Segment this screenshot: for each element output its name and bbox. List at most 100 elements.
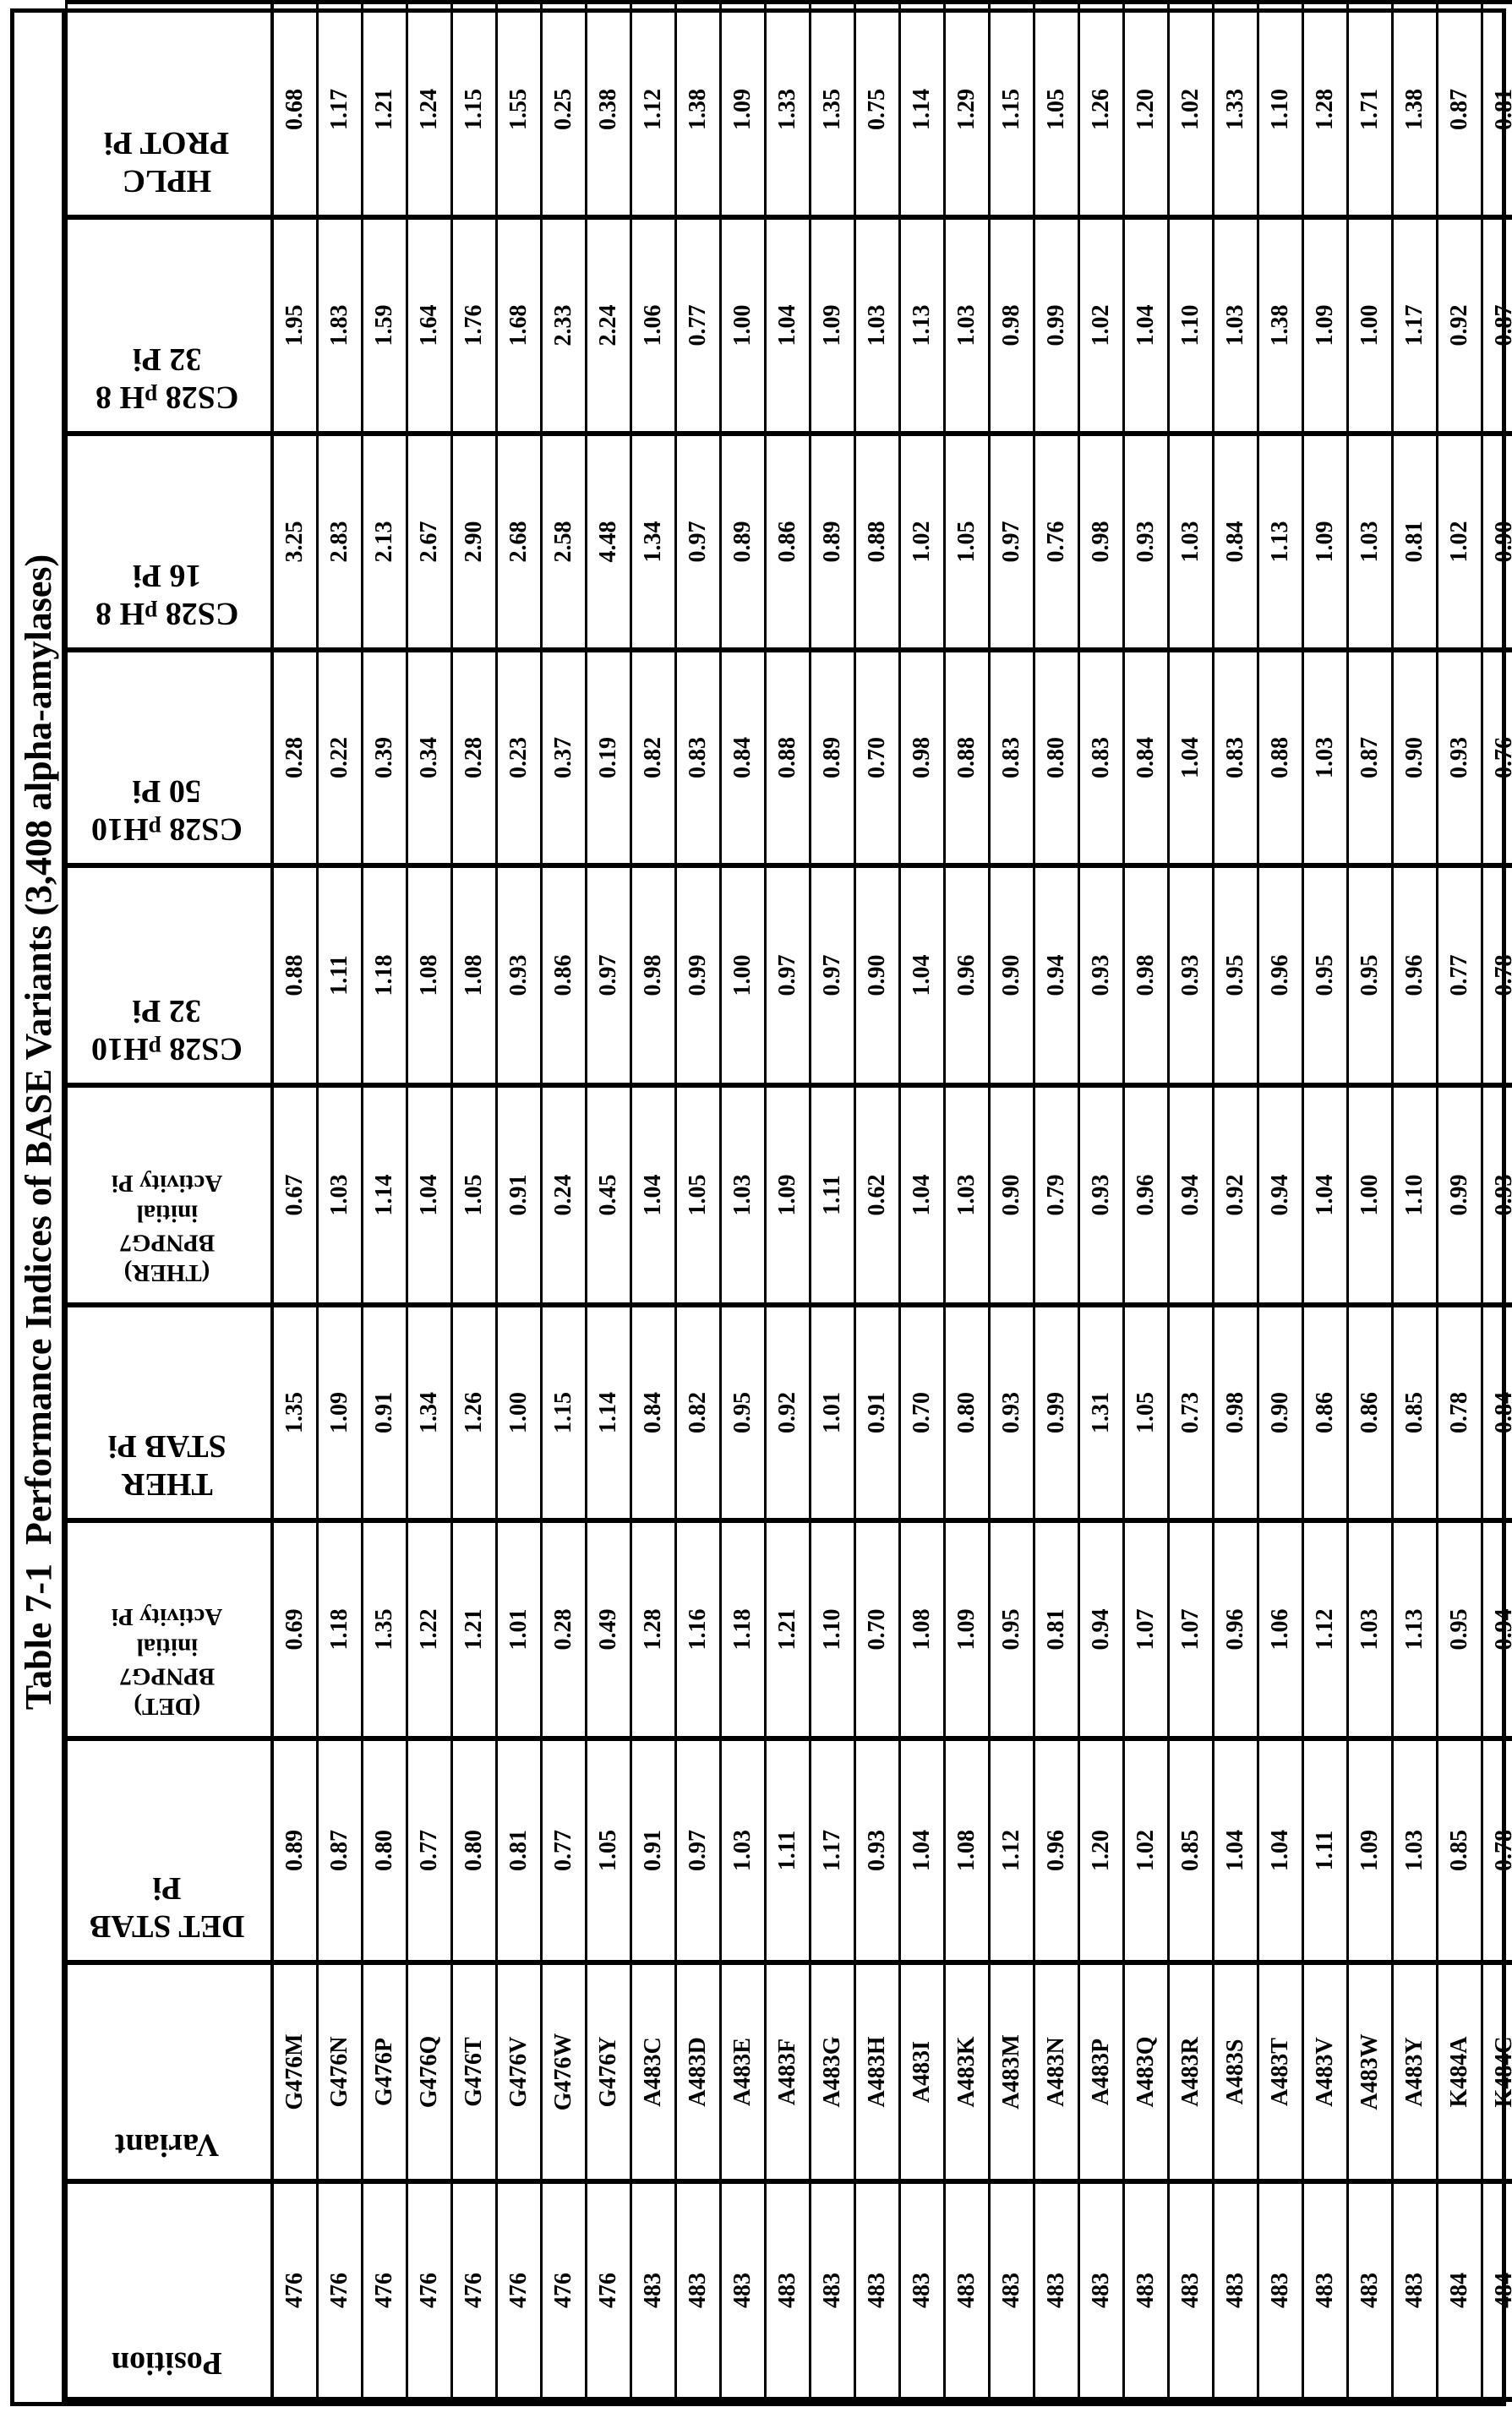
cell-ther-bpnpg7: 0.93	[1482, 1085, 1512, 1305]
cell-det-bpnpg7: 1.09	[944, 1520, 990, 1738]
cell-ther-bpnpg7: 0.79	[1034, 1085, 1079, 1305]
cell-position: 484	[1437, 2181, 1482, 2399]
column-header-label: HPLC PROT Pi	[104, 125, 230, 199]
cell-hplc-prot: 1.26	[1078, 2, 1124, 217]
cell-position: 476	[586, 2181, 631, 2399]
cell-hplc-prot: 1.55	[496, 2, 542, 217]
cell-det-stab: 0.77	[541, 1738, 587, 1962]
cell-variant: A483M	[989, 1962, 1034, 2181]
column-header-det-stab: DET STAB Pi	[66, 1738, 272, 1962]
cell-variant: A483W	[1347, 1962, 1393, 2181]
cell-cs28-ph10-32: 1.00	[720, 865, 766, 1085]
cell-ther-bpnpg7: 1.11	[810, 1085, 855, 1305]
cell-cs28-ph10-50: 0.19	[586, 650, 631, 865]
cell-ther-bpnpg7: 0.45	[586, 1085, 631, 1305]
cell-position: 476	[541, 2181, 587, 2399]
cell-ther-stab: 0.92	[765, 1305, 811, 1520]
cell-cs28-ph8-32: 1.17	[1392, 217, 1438, 434]
cell-cs28-ph8-32: 0.77	[675, 217, 721, 434]
cell-position: 483	[944, 2181, 990, 2399]
cell-cs28-ph8-32: 2.33	[541, 217, 587, 434]
cell-ther-stab: 0.93	[989, 1305, 1034, 1520]
cell-det-stab: 0.80	[362, 1738, 407, 1962]
cell-cs28-ph10-32: 0.95	[1302, 865, 1348, 1085]
table-row: 483 A483K 1.08 1.09 0.80 1.03 0.96 0.88 1.05 1.03…	[944, 2, 990, 2399]
cell-variant: G476Y	[586, 1962, 631, 2181]
column-header-cs28-ph10-50: CS28 pH10 50 Pi	[66, 650, 272, 865]
cell-variant: G476M	[272, 1962, 318, 2181]
cell-ther-stab: 1.09	[317, 1305, 363, 1520]
table-row: 483 A483Q 1.02 1.07 1.05 0.96 0.98 0.84 0.93 1.04…	[1123, 2, 1169, 2399]
cell-variant: A483T	[1258, 1962, 1303, 2181]
column-header-label: THER STAB Pi	[107, 1428, 227, 1502]
cell-cs28-ph10-32: 1.18	[362, 865, 407, 1085]
cell-ther-bpnpg7: 0.93	[1078, 1085, 1124, 1305]
cell-position: 483	[899, 2181, 945, 2399]
cell-det-stab: 1.11	[765, 1738, 811, 1962]
cell-ther-stab: 1.14	[586, 1305, 631, 1520]
cell-cs28-ph10-32: 0.95	[1213, 865, 1258, 1085]
cell-cs28-ph8-16: 0.90	[1482, 434, 1512, 650]
cell-position: 483	[1034, 2181, 1079, 2399]
cell-variant: A483D	[675, 1962, 721, 2181]
cell-cs28-ph8-32: 1.68	[496, 217, 542, 434]
column-header-hplc-prot: HPLC PROT Pi	[66, 2, 272, 217]
cell-cs28-ph10-50: 0.88	[765, 650, 811, 865]
cell-position: 483	[1347, 2181, 1393, 2399]
column-header-label: (DET) BPNPG7 initial Activity Pi	[111, 1602, 223, 1720]
cell-hplc-prot: 1.33	[765, 2, 811, 217]
cell-cs28-ph10-50: 0.88	[944, 650, 990, 865]
cell-det-bpnpg7: 1.07	[1168, 1520, 1214, 1738]
cell-det-stab: 0.89	[272, 1738, 318, 1962]
cell-hplc-prot: 0.25	[541, 2, 587, 217]
cell-cs28-ph8-16: 0.89	[720, 434, 766, 650]
cell-cs28-ph10-32: 0.78	[1482, 865, 1512, 1085]
cell-det-stab: 1.09	[1347, 1738, 1393, 1962]
cell-cs28-ph10-32: 0.98	[1123, 865, 1169, 1085]
cell-ther-stab: 1.34	[407, 1305, 452, 1520]
cell-det-bpnpg7: 1.28	[630, 1520, 676, 1738]
cell-ther-stab: 0.70	[899, 1305, 945, 1520]
cell-cs28-ph8-32: 0.98	[989, 217, 1034, 434]
cell-det-stab: 1.02	[1123, 1738, 1169, 1962]
cell-variant: A483C	[630, 1962, 676, 2181]
cell-cs28-ph10-50: 0.89	[810, 650, 855, 865]
cell-ther-stab: 1.05	[1123, 1305, 1169, 1520]
cell-cs28-ph8-32: 1.03	[944, 217, 990, 434]
cell-variant: A483R	[1168, 1962, 1214, 2181]
cell-cs28-ph8-32: 1.04	[765, 217, 811, 434]
cell-det-stab: 1.12	[989, 1738, 1034, 1962]
cell-ther-bpnpg7: 0.94	[1258, 1085, 1303, 1305]
cell-cs28-ph8-16: 2.68	[496, 434, 542, 650]
cell-cs28-ph8-32: 1.02	[1078, 217, 1124, 434]
column-header-det-bpnpg7: (DET) BPNPG7 initial Activity Pi	[66, 1520, 272, 1738]
cell-cs28-ph8-16: 0.97	[989, 434, 1034, 650]
cell-cs28-ph10-50: 0.84	[720, 650, 766, 865]
cell-ther-bpnpg7: 1.04	[899, 1085, 945, 1305]
cell-variant: G476N	[317, 1962, 363, 2181]
column-header-label: (THER) BPNPG7 initial Activity Pi	[111, 1169, 223, 1286]
table-row: 483 A483D 0.97 1.16 0.82 1.05 0.99 0.83 0.97 0.77…	[675, 2, 721, 2399]
cell-cs28-ph10-50: 0.88	[1258, 650, 1303, 865]
cell-ther-stab: 0.84	[1482, 1305, 1512, 1520]
cell-variant: G476T	[451, 1962, 497, 2181]
table-row: 483 A483W 1.09 1.03 0.86 1.00 0.95 0.87 1.03 1.00…	[1347, 2, 1393, 2399]
cell-ther-stab: 0.90	[1258, 1305, 1303, 1520]
cell-det-bpnpg7: 1.07	[1123, 1520, 1169, 1738]
cell-hplc-prot: 1.12	[630, 2, 676, 217]
cell-det-bpnpg7: 1.22	[407, 1520, 452, 1738]
cell-variant: A483P	[1078, 1962, 1124, 2181]
cell-ther-stab: 1.01	[810, 1305, 855, 1520]
cell-cs28-ph10-32: 0.93	[1078, 865, 1124, 1085]
cell-position: 484	[1482, 2181, 1512, 2399]
cell-cs28-ph8-16: 1.03	[1347, 434, 1393, 650]
cell-det-stab: 1.04	[1213, 1738, 1258, 1962]
cell-ther-stab: 0.82	[675, 1305, 721, 1520]
cell-position: 483	[1123, 2181, 1169, 2399]
column-header-label: CS28 pH 8 16 Pi	[95, 558, 239, 631]
cell-cs28-ph8-16: 1.03	[1168, 434, 1214, 650]
cell-hplc-prot: 1.21	[362, 2, 407, 217]
cell-ther-stab: 1.35	[272, 1305, 318, 1520]
cell-ther-bpnpg7: 0.99	[1437, 1085, 1482, 1305]
cell-cs28-ph10-32: 0.95	[1347, 865, 1393, 1085]
